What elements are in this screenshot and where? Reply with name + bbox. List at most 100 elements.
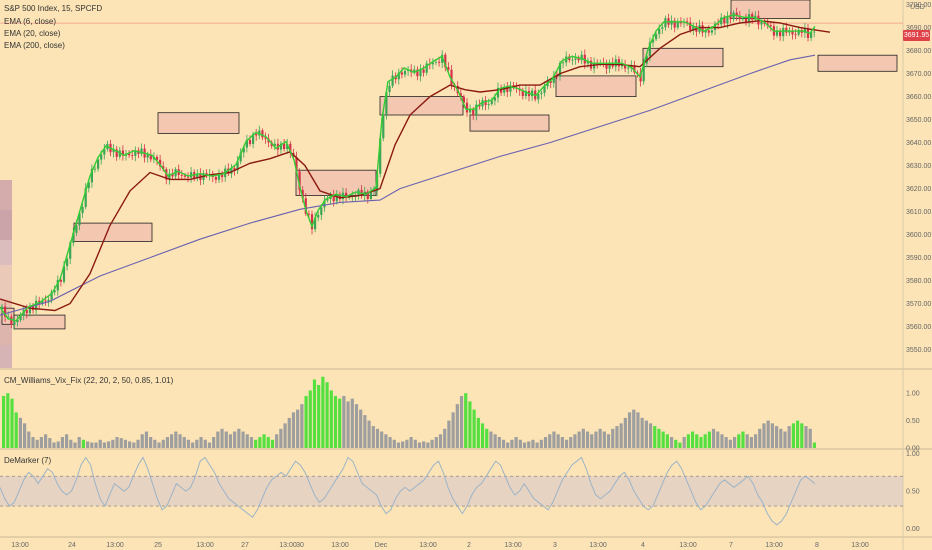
- candle-body: [496, 87, 500, 98]
- vix-bar: [518, 439, 522, 448]
- candle-body: [236, 161, 239, 171]
- candle-body: [134, 150, 137, 156]
- vix-bar: [459, 395, 464, 448]
- vix-bar: [216, 431, 220, 448]
- candle-body: [87, 182, 90, 189]
- candle-body: [93, 168, 97, 170]
- candle-body: [50, 292, 53, 300]
- vix-bar: [779, 428, 783, 448]
- demarker-label: DeMarker (7): [4, 456, 52, 465]
- demarker-tick-label: 1.00: [906, 451, 920, 458]
- candle-body: [10, 316, 13, 325]
- vix-bar: [346, 401, 350, 448]
- vix-bar: [350, 398, 354, 448]
- candle-body: [112, 149, 115, 153]
- vix-bar: [678, 442, 682, 448]
- vix-bar: [245, 434, 249, 448]
- vix-bar: [485, 428, 489, 448]
- vix-bar: [396, 442, 401, 448]
- price-tick-label: 3560.00: [906, 324, 931, 331]
- vix-bar: [585, 431, 590, 448]
- vix-bar: [2, 395, 6, 448]
- vix-fix-label: CM_Williams_Vix_Fix (22, 20, 2, 50, 0.85…: [4, 376, 174, 385]
- candle-body: [422, 69, 425, 73]
- supply-demand-zone: [817, 54, 898, 72]
- candle-body: [673, 20, 676, 28]
- candle-body: [162, 166, 165, 170]
- candle-body: [438, 61, 441, 63]
- vix-bar: [136, 439, 140, 448]
- vix-bar: [409, 437, 413, 448]
- candle-body: [62, 266, 66, 282]
- vix-bar: [644, 420, 648, 448]
- candle-body: [369, 191, 372, 199]
- vix-bar: [195, 439, 199, 448]
- ema6-line: [0, 14, 816, 322]
- vix-bar: [804, 426, 808, 448]
- vix-bar: [791, 423, 795, 448]
- vix-bar: [401, 441, 405, 448]
- vix-bar: [237, 428, 241, 448]
- ema200-line: [0, 54, 816, 316]
- vix-bar: [212, 437, 216, 448]
- vix-bar: [283, 423, 287, 448]
- vix-bar: [149, 437, 153, 448]
- vix-bar: [619, 423, 623, 448]
- time-tick-label: 24: [68, 542, 76, 549]
- time-tick-label: 13:00: [331, 542, 349, 549]
- vix-bar: [522, 442, 527, 448]
- vix-bar: [501, 439, 506, 448]
- vix-bar: [170, 434, 174, 448]
- vix-bar: [560, 437, 564, 448]
- vix-bar: [199, 437, 203, 448]
- vix-bar: [98, 439, 102, 448]
- candle-body: [642, 63, 645, 82]
- price-tick-label: 3610.00: [906, 209, 931, 216]
- vix-bar: [27, 431, 31, 448]
- price-tick-label: 3550.00: [906, 347, 931, 354]
- vix-bar: [548, 434, 552, 448]
- vix-bar: [493, 434, 497, 448]
- candle-body: [475, 104, 478, 116]
- vix-bar: [224, 431, 228, 448]
- price-tick-label: 3590.00: [906, 255, 931, 262]
- vix-bar: [73, 442, 77, 448]
- candle-body: [72, 232, 75, 243]
- candle-body: [252, 134, 255, 144]
- candle-body: [794, 34, 797, 36]
- candle-body: [810, 32, 813, 38]
- vix-bar: [23, 423, 27, 448]
- vix-bar: [354, 404, 359, 448]
- vix-bar: [753, 434, 758, 448]
- candle-body: [19, 315, 22, 321]
- vix-bar: [207, 442, 212, 448]
- candle-body: [692, 26, 695, 30]
- candle-body: [335, 194, 338, 202]
- vix-bar: [359, 409, 363, 448]
- volume-profile-block: [0, 320, 12, 345]
- candle-body: [379, 138, 382, 174]
- vix-bar: [342, 395, 346, 448]
- price-tick-label: 3630.00: [906, 163, 931, 170]
- time-tick-label: 13:00: [279, 542, 297, 549]
- candle-body: [580, 54, 583, 61]
- candle-body: [627, 67, 630, 69]
- volume-profile-block: [0, 265, 12, 300]
- vix-bar: [18, 417, 23, 448]
- vix-bar: [766, 420, 770, 448]
- candle-body: [549, 81, 552, 83]
- candle-body: [701, 25, 704, 33]
- vix-bar: [506, 442, 510, 448]
- vix-bar: [770, 423, 774, 448]
- candle-body: [100, 154, 103, 160]
- vix-bar: [438, 434, 443, 448]
- time-tick-label: 4: [641, 542, 645, 549]
- candle-body: [44, 300, 47, 302]
- vix-bar: [443, 428, 447, 448]
- candle-body: [797, 29, 800, 35]
- vix-bar: [241, 431, 245, 448]
- candle-body: [289, 143, 292, 153]
- price-tick-label: 3690.00: [906, 25, 931, 32]
- candle-body: [146, 154, 149, 158]
